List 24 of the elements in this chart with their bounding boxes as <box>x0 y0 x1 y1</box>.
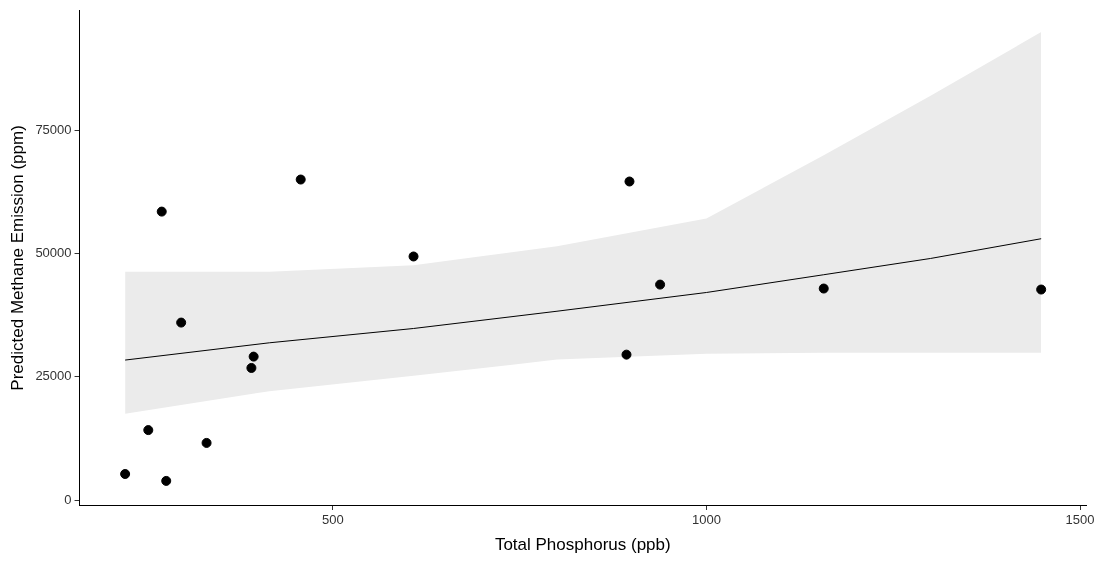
point <box>818 283 829 294</box>
point <box>624 176 635 187</box>
point <box>156 206 167 217</box>
point <box>143 425 154 436</box>
x-axis-title: Total Phosphorus (ppb) <box>494 535 671 555</box>
point <box>246 362 257 373</box>
y-tick-label: 50000 <box>35 245 72 261</box>
point <box>120 469 131 480</box>
point <box>1036 284 1047 295</box>
point <box>408 251 419 262</box>
x-tick-label: 500 <box>321 512 344 528</box>
point <box>201 437 212 448</box>
point <box>295 174 306 185</box>
x-tick-label: 1000 <box>691 512 721 528</box>
x-tick-label: 1500 <box>1065 512 1095 528</box>
point <box>621 349 632 360</box>
y-axis-title: Predicted Methane Emission (ppm) <box>7 125 27 391</box>
point <box>176 317 187 328</box>
point <box>248 351 259 362</box>
point <box>655 279 666 290</box>
y-tick-label: 75000 <box>35 121 72 137</box>
point <box>161 475 172 486</box>
y-tick-label: 25000 <box>35 368 72 384</box>
y-tick-label: 0 <box>64 491 72 507</box>
